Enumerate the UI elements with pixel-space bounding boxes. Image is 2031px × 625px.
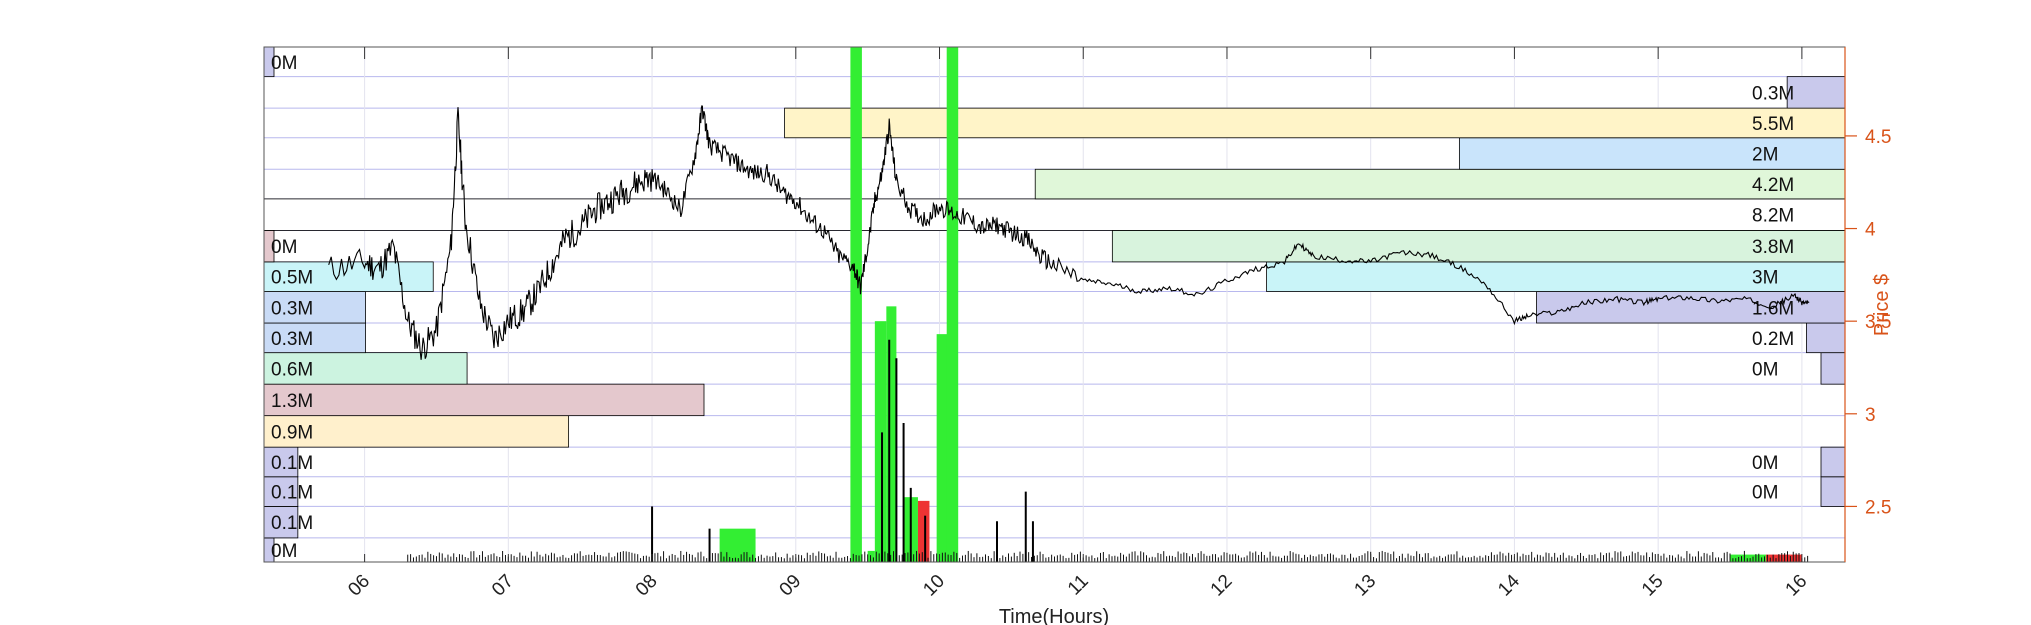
right-profile-bar (263, 198, 1846, 231)
x-tick-label: 11 (1064, 571, 1093, 600)
x-tick-label: 13 (1350, 571, 1380, 601)
right-profile-label: 0.2M (1752, 329, 1794, 350)
right-profile-bar (784, 107, 1846, 139)
volume-spikes (407, 339, 1809, 562)
left-profile-bar (263, 383, 705, 417)
volume-highlight-bar (946, 47, 959, 562)
y-tick-label: 3 (1865, 405, 1876, 426)
right-profile-label: 2M (1752, 145, 1778, 166)
right-profile-label: 3M (1752, 268, 1778, 289)
left-profile-label: 0.3M (271, 298, 313, 319)
left-profile-label: 0.1M (271, 513, 313, 534)
right-profile-bar (1034, 168, 1846, 200)
price-line (328, 105, 1810, 360)
right-profile-bar (1806, 322, 1846, 354)
volume-highlight-bar (886, 306, 897, 562)
right-profile-label: 5.5M (1752, 114, 1794, 135)
right-profile-bar (1111, 229, 1846, 263)
left-profile-label: 1.3M (271, 391, 313, 412)
x-tick-label: 07 (488, 571, 518, 601)
left-profile-label: 0.9M (271, 422, 313, 443)
volume-highlights (719, 47, 1802, 562)
x-axis-label: Time(Hours) (999, 606, 1109, 625)
left-profile-label: 0.1M (271, 483, 313, 504)
right-profile-label: 0M (1752, 359, 1778, 380)
x-tick-label: 14 (1494, 570, 1524, 600)
volume-highlight-bar (850, 47, 862, 562)
left-profile-label: 0.5M (271, 268, 313, 289)
right-profile-bar (1820, 446, 1846, 478)
left-profile-bar (263, 291, 366, 324)
price-line-group (328, 105, 1810, 360)
left-profile-label: 0.6M (271, 359, 313, 380)
right-profile-label: 0M (1752, 483, 1778, 504)
volume-highlight-bar (1765, 554, 1802, 562)
x-tick-label: 06 (344, 571, 374, 601)
left-profile-label: 0.3M (271, 329, 313, 350)
right-profile-label: 0M (1752, 453, 1778, 474)
left-profile-bar (263, 506, 299, 539)
volume-highlight-bar (719, 528, 756, 562)
right-profile-label: 3.8M (1752, 237, 1794, 258)
x-tick-label: 10 (919, 571, 949, 601)
right-profile-bar (1786, 76, 1846, 109)
volume-highlight-bar (874, 321, 887, 562)
left-volume-profile: 0M 0.1M 0.1M 0.1M 0.9M 1.3M 0.6M 0.3M 0.3M 0.5M 0M… (263, 46, 705, 563)
volume-highlight-bar (917, 500, 930, 562)
right-profile-label: 4.2M (1752, 175, 1794, 196)
right-profile-label: 8.2M (1752, 206, 1794, 227)
x-tick-label: 08 (632, 571, 662, 601)
x-tick-label: 15 (1638, 571, 1668, 601)
x-tick-label: 09 (776, 571, 806, 601)
left-profile-label: 0.1M (271, 453, 313, 474)
right-profile-bar (1820, 352, 1846, 385)
left-profile-label: 0M (271, 541, 297, 562)
right-profile-bar (1266, 261, 1846, 292)
y-tick-label: 4 (1865, 220, 1876, 241)
left-profile-label: 0M (271, 237, 297, 258)
y-tick-label: 2.5 (1865, 497, 1891, 518)
y-tick-label: 4.5 (1865, 127, 1891, 148)
y-axis-ticks: 2.5 3 3.5 4 4.5 (1845, 127, 1891, 518)
left-profile-bar (263, 446, 299, 478)
x-tick-label: 16 (1782, 571, 1812, 601)
x-tick-label: 12 (1207, 571, 1237, 601)
y-tick-label: 3.5 (1865, 312, 1891, 333)
right-profile-bar (1820, 476, 1846, 507)
volume-highlight-bar (867, 550, 875, 562)
left-profile-bar (263, 352, 468, 385)
right-profile-label: 0.3M (1752, 83, 1794, 104)
y-axis-label: Price $ (1871, 274, 1893, 336)
left-profile-label: 0M (271, 53, 297, 74)
right-profile-bar (1458, 137, 1846, 170)
volume-highlight-bar (1730, 554, 1766, 562)
